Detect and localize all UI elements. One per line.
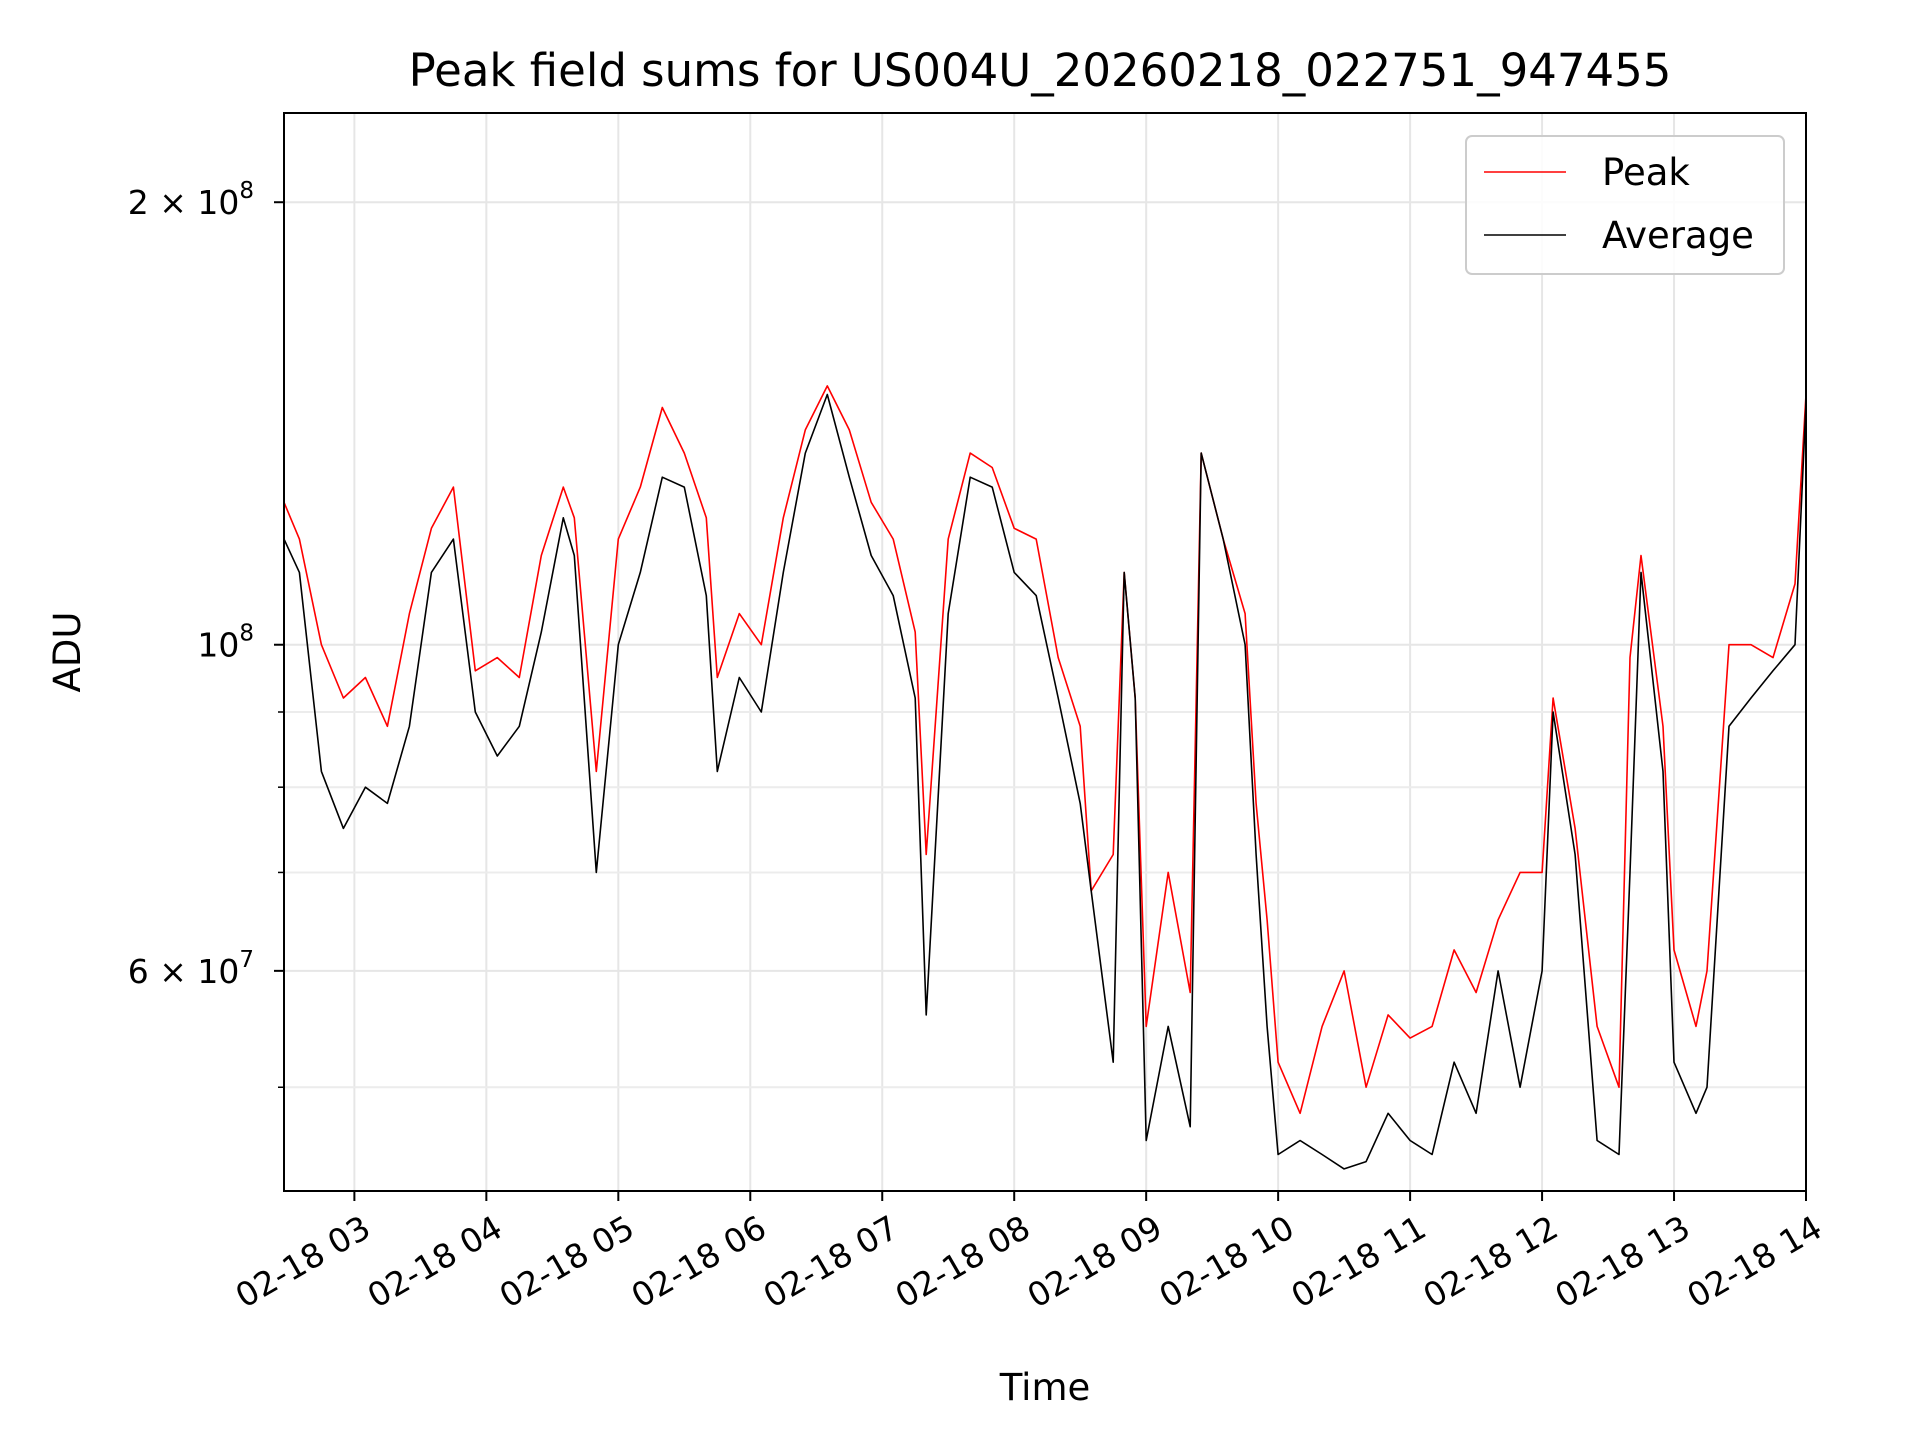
y-tick-label: 2 × 108 [128,178,254,222]
legend-label-peak: Peak [1602,151,1690,194]
y-tick-label: 108 [197,621,254,665]
x-axis-label: Time [999,1366,1091,1409]
series-layer [283,385,1807,1170]
y-tick-label: 6 × 107 [128,947,254,991]
plot-frame [283,112,1807,1192]
y-axis-label: ADU [46,612,89,693]
chart-title: Peak field sums for US004U_20260218_0227… [409,44,1672,97]
series-line-average [283,393,1807,1170]
legend-label-average: Average [1602,214,1754,257]
legend: Peak Average [1465,135,1785,275]
legend-box [1465,135,1785,275]
